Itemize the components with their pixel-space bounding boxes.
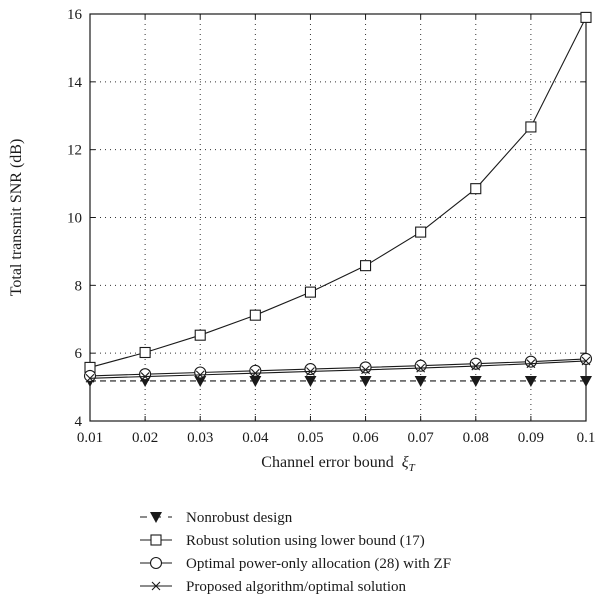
legend-label: Robust solution using lower bound (17)	[186, 533, 425, 549]
x-axis-label: Channel error bound ξT	[261, 454, 415, 474]
data-point-stroke	[526, 359, 536, 369]
data-point-stroke	[471, 361, 481, 371]
legend-swatch-marker	[150, 534, 162, 546]
data-point	[470, 183, 482, 195]
legend-swatch-marker-stroke	[151, 581, 161, 591]
x-axis-symbol: ξ	[402, 454, 409, 471]
x-tick-label: 0.03	[187, 430, 213, 446]
data-point	[83, 369, 97, 382]
series-line	[89, 17, 587, 368]
data-point-stroke	[581, 356, 591, 366]
data-point	[524, 375, 537, 387]
data-point-stroke	[250, 368, 260, 378]
y-axis-label: Total transmit SNR (dB)	[8, 139, 25, 297]
series-robust-solution-using-lower-bound-17	[84, 11, 592, 373]
legend-label: Nonrobust design	[186, 510, 293, 526]
x-tick-label: 0.08	[463, 430, 489, 446]
data-point	[194, 329, 206, 341]
data-point	[579, 352, 593, 365]
x-tick-label: 0.04	[242, 430, 269, 446]
legend-swatch-marker	[149, 556, 163, 570]
legend-item: Nonrobust design	[140, 510, 293, 526]
y-tick-label: 12	[67, 143, 82, 159]
data-point	[359, 361, 372, 374]
data-point	[415, 226, 427, 238]
data-point	[304, 375, 317, 387]
data-point	[471, 361, 481, 371]
data-point	[249, 309, 261, 321]
data-point-stroke	[361, 365, 370, 375]
x-tick-label: 0.09	[518, 430, 544, 446]
legend-label: Proposed algorithm/optimal solution	[186, 579, 406, 595]
data-point	[139, 346, 151, 359]
data-point-stroke	[306, 367, 315, 376]
x-axis-symbol-subscript: T	[409, 462, 416, 474]
data-point-stroke	[416, 363, 426, 373]
data-point-stroke	[85, 373, 95, 383]
series-layer	[83, 11, 593, 387]
series-proposed-algorithm-optimal-solution	[85, 356, 591, 383]
x-tick-label: 0.01	[77, 430, 103, 446]
data-point	[306, 367, 315, 376]
data-point	[250, 368, 260, 378]
legend-item: Proposed algorithm/optimal solution	[140, 579, 406, 595]
data-point	[139, 368, 152, 381]
data-point	[249, 364, 262, 377]
x-tick-label: 0.05	[297, 430, 323, 446]
legend-label: Optimal power-only allocation (28) with …	[186, 556, 451, 572]
data-point	[249, 375, 262, 387]
y-tick-label: 10	[67, 211, 82, 227]
data-point	[469, 357, 482, 370]
data-point	[524, 355, 537, 368]
data-point	[526, 359, 536, 369]
data-point	[414, 375, 427, 387]
data-point	[580, 375, 592, 387]
y-tick-label: 14	[67, 75, 83, 91]
data-point-stroke	[140, 372, 150, 381]
data-point	[304, 286, 316, 298]
series-line	[89, 360, 587, 379]
x-tick-label: 0.1	[577, 430, 596, 446]
data-point	[414, 359, 427, 372]
data-point	[416, 363, 426, 373]
legend-item: Robust solution using lower bound (17)	[140, 533, 425, 549]
data-point	[361, 365, 370, 375]
data-point	[85, 373, 95, 383]
data-point	[304, 363, 317, 376]
grid-lines	[90, 14, 586, 421]
legend: Nonrobust design Robust solution using lo…	[140, 510, 451, 595]
data-point	[194, 375, 207, 387]
data-point	[195, 370, 205, 380]
data-point	[359, 375, 372, 387]
y-tick-label: 16	[67, 7, 83, 23]
series-nonrobust-design	[84, 375, 592, 387]
plot-area-frame	[89, 13, 587, 422]
y-tick-label: 8	[75, 278, 83, 294]
x-tick-label: 0.07	[408, 430, 435, 446]
series-line	[89, 358, 587, 377]
data-point	[194, 366, 207, 379]
data-point-stroke	[195, 370, 205, 380]
x-tick-label: 0.02	[132, 430, 158, 446]
y-tick-label: 6	[75, 346, 83, 362]
data-point	[581, 356, 591, 366]
data-point	[140, 372, 150, 381]
legend-swatch-marker	[150, 512, 162, 523]
x-tick-label: 0.06	[352, 430, 379, 446]
legend-item: Optimal power-only allocation (28) with …	[140, 556, 451, 572]
axis-ticks: 0.01 0.02 0.03 0.04 0.05 0.06 0.07 0.08 0.09 0.1 4…	[67, 7, 595, 446]
x-axis-label-text: Channel error bound	[261, 454, 393, 471]
data-point	[360, 260, 372, 272]
data-point	[580, 11, 592, 23]
series-optimal-power-only-allocation-28-with-zf	[83, 352, 593, 382]
y-tick-label: 4	[75, 414, 83, 430]
legend-swatch-marker	[151, 581, 161, 591]
data-point	[469, 375, 482, 387]
data-point	[525, 121, 537, 133]
